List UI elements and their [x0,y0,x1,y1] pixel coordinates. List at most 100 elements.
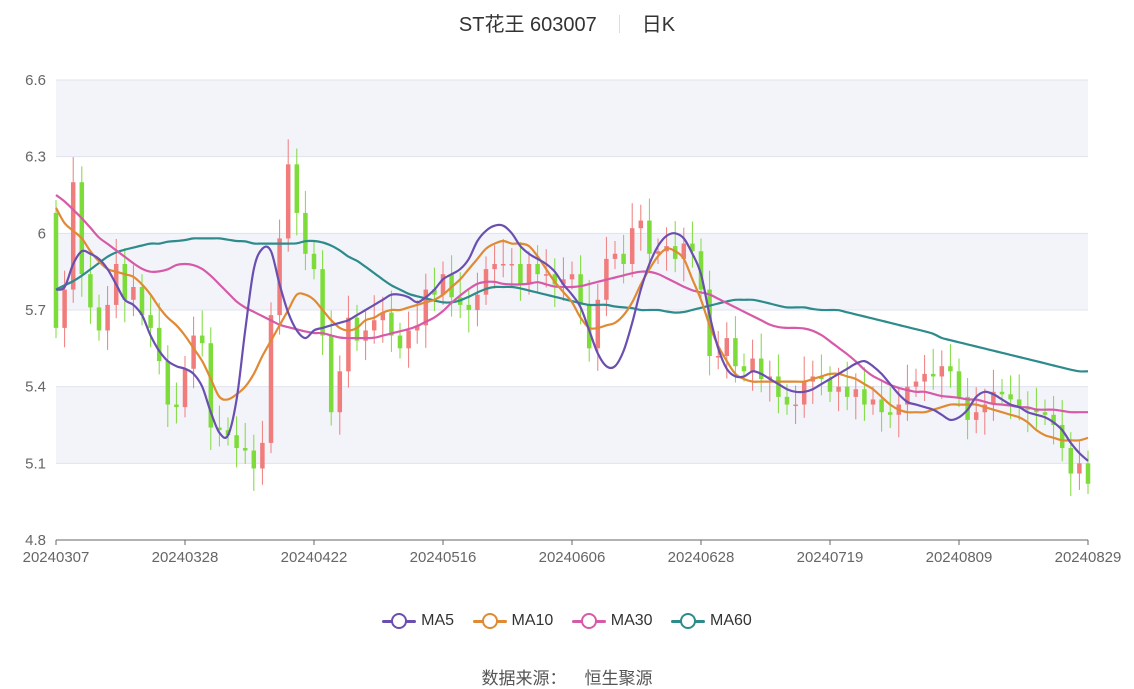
candle-body [346,317,351,372]
candle-body [655,251,661,254]
candle-body [70,182,76,290]
legend-item-ma30[interactable]: MA30 [571,612,653,630]
candle-body [174,404,179,408]
candle-body [715,356,721,358]
title-separator [618,15,620,33]
legend-line-icon [472,613,507,629]
x-tick-label: 20240328 [152,549,219,566]
candle-body [1068,448,1074,474]
candle-body [363,330,368,341]
candle-body [285,164,291,239]
candle-body [234,435,239,448]
candle-body [870,399,876,405]
candle-body [793,404,798,407]
candle-body [62,289,67,328]
candle-body [389,312,394,336]
candle-body [311,253,317,270]
candle-body [905,386,910,405]
candle-body [406,330,411,349]
candle-body [303,212,308,254]
candle-body [208,343,214,428]
candle-body [242,448,248,451]
candle-body [801,381,807,405]
candle-body [930,373,936,377]
legend-line-icon [382,613,417,629]
candle-body [414,325,420,331]
legend-label-ma30: MA30 [610,612,653,629]
chart-period: 日K [641,14,676,36]
candle-body [260,442,265,469]
x-tick-label: 20240628 [668,549,735,566]
candle-body [199,335,205,344]
y-tick-label: 5.1 [25,455,46,472]
candle-body [750,358,755,372]
candle-body [973,412,979,420]
candle-body [827,379,833,392]
candle-body [1051,414,1056,425]
candle-body [638,220,644,229]
legend-item-ma10[interactable]: MA10 [472,612,554,630]
candle-body [53,212,59,328]
y-tick-label: 6.6 [25,72,46,89]
candle-body [1059,425,1065,448]
candle-body [251,450,257,469]
legend-item-ma60[interactable]: MA60 [671,612,752,630]
candle-body [1077,463,1082,474]
x-tick-label: 20240606 [539,549,606,566]
candle-body [1034,409,1039,413]
candle-body [397,335,403,349]
candle-body [862,389,867,405]
y-tick-label: 4.8 [25,532,46,549]
candle-body [578,274,583,305]
candle-body [371,320,377,331]
candle-body [887,412,893,415]
legend-label-ma10: MA10 [511,612,554,629]
candle-body [629,228,635,264]
candle-body [328,335,334,413]
candle-body [526,264,532,285]
candle-body [844,386,850,397]
candle-body [690,243,695,252]
x-tick-label: 20240307 [23,549,90,566]
candle-body [96,307,102,331]
candle-body [105,304,110,331]
source-name: 恒生聚源 [584,669,653,688]
candle-body [432,289,437,295]
candle-body [612,253,618,259]
x-tick-label: 20240829 [1055,549,1122,566]
candle-body [939,366,945,377]
candle-body [681,243,687,259]
candle-body [337,371,343,413]
candle-body [552,274,558,285]
candle-body [999,391,1005,395]
candle-body [733,338,738,367]
candle-body [217,427,222,431]
candle-body [88,274,93,308]
candle-body [724,338,730,356]
candle-body [982,404,988,413]
candle-body [956,371,962,397]
candle-body [561,279,566,285]
candle-body [672,246,678,259]
grid-band [56,80,1088,157]
y-tick-label: 5.4 [25,379,46,396]
x-tick-label: 20240809 [926,549,993,566]
candle-body [492,264,497,270]
candle-body [165,361,171,405]
y-tick-label: 6.3 [25,149,46,166]
legend-item-ma5[interactable]: MA5 [382,612,454,630]
legend-label-ma5: MA5 [421,612,455,629]
candle-body [698,251,704,290]
candle-body [922,373,927,382]
y-tick-label: 5.7 [25,302,46,319]
candle-body [535,264,540,275]
ma10-line [55,207,1089,442]
chart-title-row: ST花王 603007 日K [0,8,1134,37]
candle-body [948,366,953,372]
candle-body [423,289,429,326]
candle-body [621,253,626,264]
candle-body [268,315,274,443]
source-label: 数据来源： [481,669,567,688]
y-tick-label: 6 [38,225,46,242]
x-tick-label: 20240516 [410,549,477,566]
